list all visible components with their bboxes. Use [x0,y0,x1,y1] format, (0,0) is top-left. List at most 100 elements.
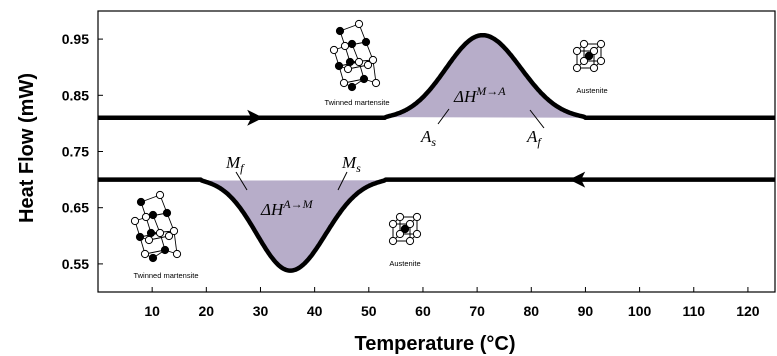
plot-frame [97,10,776,293]
x-tick-label: 70 [469,303,485,319]
x-tick-label: 40 [307,303,323,319]
atom-filled [584,51,594,61]
as-pointer [437,108,450,125]
atom-open [596,39,606,49]
y-tick-label: 0.95 [62,31,89,47]
af-label: Af [526,127,542,149]
atom-open [340,41,350,51]
atom-filled [345,57,355,67]
atom-open [339,78,349,88]
y-axis-title: Heat Flow (mW) [16,73,38,223]
atom-open [343,64,353,74]
austenite-bottom-icon [388,212,422,246]
atom-open [412,212,422,222]
atom-filled [148,253,158,263]
atom-open [395,229,405,239]
x-tick-label: 80 [523,303,539,319]
ms-pointer [337,171,348,191]
atom-open [572,63,582,73]
atom-open [144,235,154,245]
y-tick-label: 0.55 [62,256,89,272]
atom-filled [335,26,345,36]
austenite-top-label: Austenite [576,86,607,95]
series-line [96,177,777,273]
curve-layer [96,32,777,273]
x-axis-title: Temperature (°C) [355,333,516,355]
atom-open [579,39,589,49]
austenite-top-icon [572,39,606,73]
atom-filled [136,197,146,207]
atom-filled [160,245,170,255]
atom-open [363,60,373,70]
atom-open [589,46,599,56]
x-tick-label: 10 [144,303,160,319]
twinned-martensite-top-label: Twinned martensite [324,98,389,107]
atom-filled [135,232,145,242]
atom-open [169,226,179,236]
atom-open [140,249,150,259]
atom-open [155,190,165,200]
atom-open [589,63,599,73]
atom-filled [400,224,410,234]
x-tick-label: 30 [253,303,269,319]
cube-back [583,43,602,62]
twinned-martensite-bottom-icon [130,190,182,263]
atom-open [354,19,364,29]
x-tick-label: 50 [361,303,377,319]
dh-a-to-m-label: ΔHA→M [260,197,314,219]
twinned-martensite-bottom-label: Twinned martensite [133,271,198,280]
ms-label: Ms [341,153,361,175]
twinned-martensite-top-icon [329,19,381,92]
austenite-bottom-label: Austenite [389,259,420,268]
atom-filled [359,74,369,84]
atom-open [164,231,174,241]
cube-back [399,216,418,235]
atom-open [572,46,582,56]
arrow-right [247,109,264,126]
x-tick-label: 20 [199,303,215,319]
atom-open [130,216,140,226]
peak-fill [201,180,385,271]
axes-layer [97,10,776,293]
tick-layer: 10 20 30 40 50 60 70 80 90 100 110 120 0.55 0.65 0.75 0… [62,31,760,319]
as-label: As [420,127,436,149]
atom-open [388,219,398,229]
atom-filled [347,82,357,92]
cube-front [576,50,595,69]
x-tick-label: 120 [736,303,760,319]
atom-open [405,236,415,246]
x-tick-label: 100 [628,303,652,319]
atom-filled [361,37,371,47]
atom-open [388,236,398,246]
af-pointer [529,109,545,129]
mf-label: Mf [225,153,245,175]
atom-open [596,56,606,66]
atom-open [141,212,151,222]
atom-filled [347,39,357,49]
cube-front [392,223,411,242]
x-tick-label: 60 [415,303,431,319]
atom-open [329,45,339,55]
atom-filled [146,228,156,238]
x-tick-label: 90 [578,303,594,319]
peak-fill [385,35,586,118]
fill-layer [201,35,586,271]
y-tick-label: 0.75 [62,144,89,160]
series-line [96,32,777,121]
atom-open [405,219,415,229]
annotation-layer: ΔHM→A ΔHA→M As Af Mf Ms [225,84,545,219]
y-tick-label: 0.65 [62,200,89,216]
atom-filled [162,208,172,218]
mf-pointer [235,171,248,191]
atom-open [354,57,364,67]
atom-filled [334,61,344,71]
atom-open [371,78,381,88]
crystal-layer: Twinned martensite Austenite Twinned marte… [130,19,608,280]
atom-open [172,249,182,259]
y-tick-label: 0.85 [62,87,89,103]
atom-open [155,228,165,238]
atom-open [412,229,422,239]
atom-open [368,55,378,65]
atom-open [579,56,589,66]
